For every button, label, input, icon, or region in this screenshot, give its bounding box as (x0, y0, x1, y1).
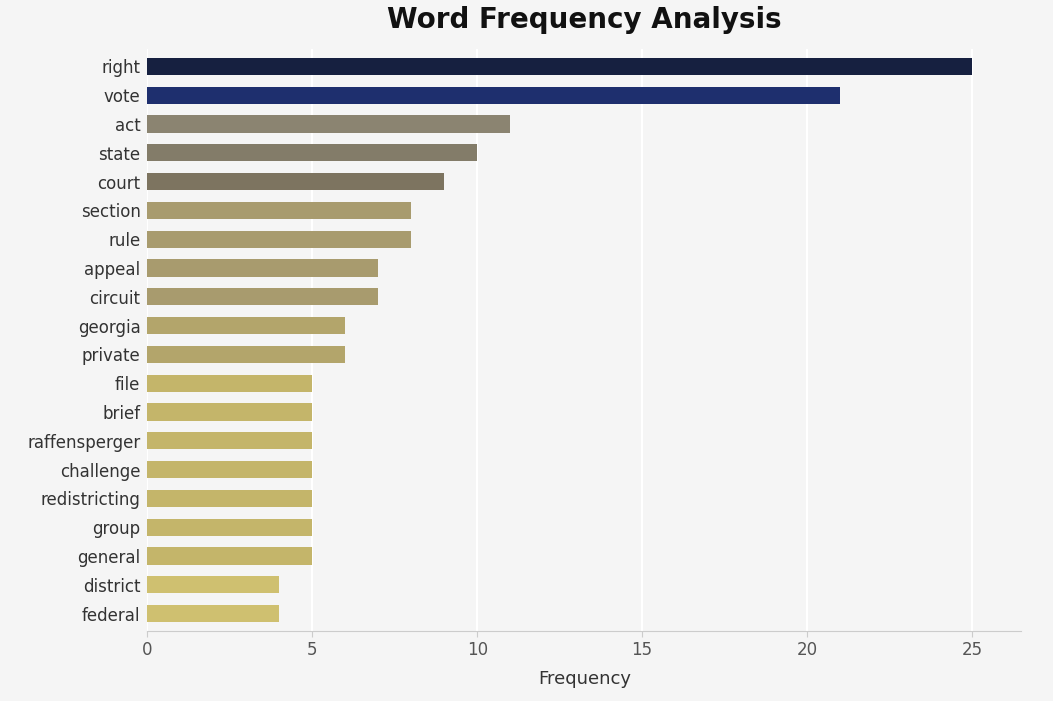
Bar (147, 202, 412, 219)
Bar (147, 86, 840, 104)
Bar (147, 346, 345, 363)
Bar (147, 490, 313, 507)
Bar (147, 144, 477, 161)
Bar (147, 374, 313, 392)
Bar (147, 57, 972, 75)
Bar (147, 605, 279, 622)
Bar (147, 403, 313, 421)
X-axis label: Frequency: Frequency (538, 670, 631, 688)
Bar (147, 231, 412, 248)
Bar (147, 173, 444, 190)
Bar (147, 288, 378, 306)
Bar (147, 461, 313, 478)
Bar (147, 116, 511, 132)
Title: Word Frequency Analysis: Word Frequency Analysis (388, 6, 781, 34)
Bar (147, 519, 313, 536)
Bar (147, 576, 279, 594)
Bar (147, 259, 378, 277)
Bar (147, 317, 345, 334)
Bar (147, 547, 313, 564)
Bar (147, 432, 313, 449)
